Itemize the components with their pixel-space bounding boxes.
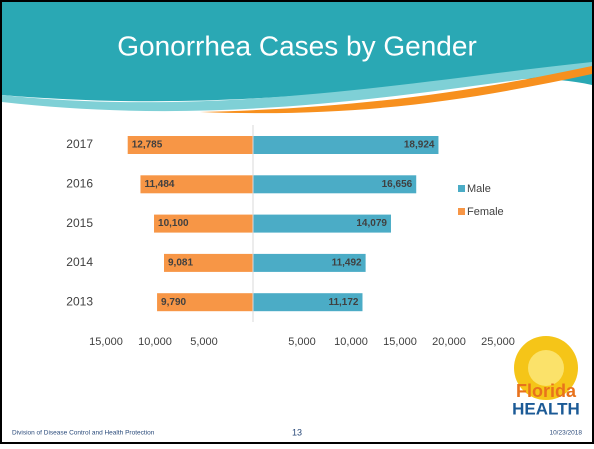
- data-label: 14,079: [356, 218, 387, 229]
- logo-text-2: HEALTH: [512, 399, 580, 418]
- category-label: 2014: [66, 255, 93, 269]
- logo: Florida HEALTH: [512, 336, 580, 418]
- footer-left: Division of Disease Control and Health P…: [12, 430, 155, 437]
- bar: [157, 293, 253, 312]
- page-number: 13: [292, 427, 302, 437]
- header-band: [2, 2, 592, 102]
- data-label: 11,484: [144, 179, 174, 190]
- category-label: 2013: [66, 294, 93, 308]
- data-label: 11,172: [328, 297, 358, 308]
- header-swoosh: [200, 66, 592, 114]
- bar: [127, 136, 253, 154]
- data-label: 12,785: [132, 140, 163, 151]
- x-tick-label: 25,000: [481, 336, 515, 348]
- data-label: 9,081: [168, 258, 193, 269]
- category-label: 2015: [66, 216, 93, 230]
- bar: [140, 175, 253, 194]
- slide-title: Gonorrhea Cases by Gender: [117, 30, 477, 61]
- bar: [154, 214, 253, 233]
- legend-swatch: [458, 185, 465, 192]
- logo-text-1: Florida: [516, 381, 577, 401]
- x-tick-label: 5,000: [190, 336, 218, 348]
- x-tick-label: 15,000: [383, 336, 417, 348]
- legend-label: Male: [467, 183, 491, 195]
- x-tick-label: 10,000: [138, 336, 172, 348]
- x-tick-label: 10,000: [334, 336, 368, 348]
- x-tick-label: 5,000: [288, 336, 316, 348]
- x-tick-label: 20,000: [432, 336, 466, 348]
- data-label: 11,492: [332, 258, 362, 269]
- data-label: 18,924: [404, 140, 435, 151]
- data-label: 16,656: [382, 179, 413, 190]
- bar: [253, 253, 366, 272]
- bar: [253, 175, 417, 194]
- bar: [253, 136, 439, 154]
- bar: [253, 293, 363, 312]
- logo-sun-core: [528, 350, 564, 386]
- category-label: 2017: [66, 137, 93, 151]
- category-label: 2016: [66, 176, 93, 190]
- legend-swatch: [458, 208, 465, 215]
- header-wave: [2, 62, 592, 112]
- footer-date: 10/23/2018: [549, 430, 582, 437]
- bar: [164, 253, 253, 272]
- data-label: 10,100: [158, 218, 189, 229]
- data-label: 9,790: [161, 297, 186, 308]
- bar: [253, 214, 391, 233]
- x-tick-label: 15,000: [89, 336, 123, 348]
- legend-label: Female: [467, 206, 504, 218]
